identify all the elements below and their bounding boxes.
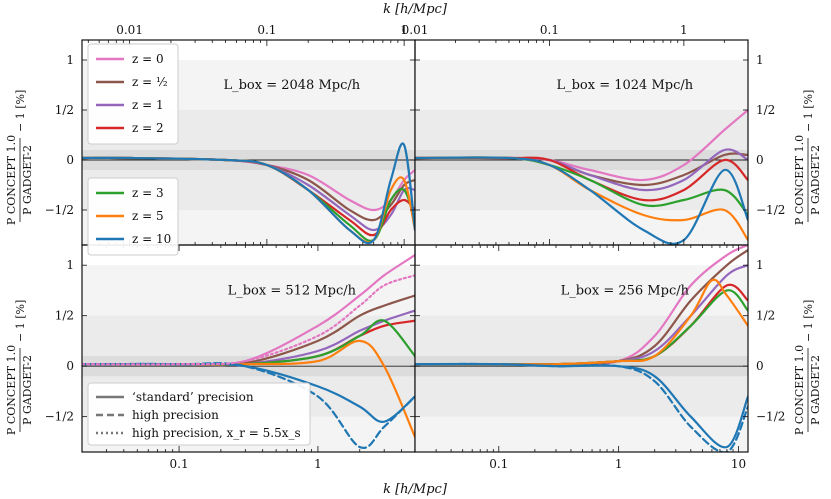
- bottom-axis-label: k [h/Mpc]: [383, 482, 448, 497]
- y-axis-label: P CONCEPT 1.0 P GADGET-2 − 1 [%]: [5, 90, 34, 225]
- panel-frame: [414, 244, 749, 453]
- legend-label-z1: z = 1: [132, 98, 164, 112]
- top-axis-label: k [h/Mpc]: [383, 2, 448, 17]
- box-size-label: L_box = 512 Mpc/h: [228, 284, 357, 299]
- panel-p256: 0.1 1 10 1 1/2 0 −1/2 L_box = 256 Mpc/h: [414, 244, 785, 471]
- legend-label-solid: ‘standard’ precision: [132, 390, 254, 404]
- y-tick-label: 0: [66, 359, 74, 373]
- box-size-label: L_box = 256 Mpc/h: [561, 284, 690, 299]
- series-group: [82, 142, 415, 245]
- x-tick-label: 1: [615, 457, 623, 471]
- y-tick-label: 1: [66, 53, 74, 67]
- legend-label-z5: z = 5: [132, 209, 164, 223]
- series-group: [82, 254, 415, 449]
- series-line-z0-dotted: [82, 274, 415, 366]
- legend-precision: ‘standard’ precision high precision high p…: [87, 382, 311, 446]
- y-tick-label: 1: [756, 258, 764, 272]
- x-tick-label: 0.1: [170, 457, 189, 471]
- panel-p2048: 0.01 0.1 1 1 1/2 0 −1/2 L_box = 2048 Mpc/h: [45, 23, 416, 246]
- y-axis-label: P CONCEPT 1.0 P GADGET-2 − 1 [%]: [5, 300, 34, 435]
- y-tick-label: 0: [756, 359, 764, 373]
- legend-label-z3: z = 3: [132, 186, 164, 200]
- y-axis-label-left-top: P CONCEPT 1.0 P GADGET-2 − 1 [%]: [5, 90, 34, 225]
- y-tick-label: 1: [756, 53, 764, 67]
- x-tick-label: 0.1: [489, 457, 508, 471]
- y-axis-label-right-bottom: P CONCEPT 1.0 P GADGET-2 − 1 [%]: [793, 300, 822, 435]
- y-tick-label: 0: [756, 153, 764, 167]
- y-label-numerator: P CONCEPT 1.0: [5, 345, 18, 435]
- y-tick-label: −1/2: [756, 410, 785, 424]
- x-tick-label: 0.01: [116, 23, 143, 37]
- y-axis-label: P CONCEPT 1.0 P GADGET-2 − 1 [%]: [793, 300, 822, 435]
- y-label-suffix: − 1 [%]: [802, 300, 815, 342]
- x-tick-label: 1: [314, 457, 322, 471]
- series-group: [415, 245, 748, 452]
- y-label-numerator: P CONCEPT 1.0: [793, 345, 806, 435]
- axis-labels: k [h/Mpc] k [h/Mpc]: [383, 2, 448, 497]
- y-label-denominator: P GADGET-2: [21, 145, 34, 215]
- legend-label-z2: z = 2: [132, 121, 164, 135]
- panel-p1024: 0.01 0.1 1 1 1/2 0 −1/2 L_box = 1024 Mpc/h: [402, 23, 785, 246]
- box-size-label: L_box = 1024 Mpc/h: [556, 78, 693, 93]
- box-size-label: L_box = 2048 Mpc/h: [223, 78, 360, 93]
- x-tick-label: 0.1: [540, 23, 559, 37]
- y-tick-label: −1/2: [756, 203, 785, 217]
- series-group: [415, 108, 748, 245]
- y-label-suffix: − 1 [%]: [802, 90, 815, 132]
- legend-label-dotted: high precision, x_r = 5.5x_s: [132, 426, 301, 440]
- panels: 0.01 0.1 111/20−1/2L_box = 2048 Mpc/h0.01 0…: [45, 23, 786, 471]
- series-line-z10-solid: [82, 142, 415, 245]
- series-line-z10-solid: [415, 156, 748, 245]
- y-label-suffix: − 1 [%]: [14, 90, 27, 132]
- y-axis-label-right-top: P CONCEPT 1.0 P GADGET-2 − 1 [%]: [793, 90, 822, 225]
- y-tick-label: 1/2: [55, 103, 74, 117]
- y-tick-label: −1/2: [45, 203, 74, 217]
- y-tick-label: 0: [66, 153, 74, 167]
- y-axis-label: P CONCEPT 1.0 P GADGET-2 − 1 [%]: [793, 90, 822, 225]
- legend-label-z10: z = 10: [132, 232, 171, 246]
- y-tick-label: −1/2: [45, 410, 74, 424]
- y-tick-label: 1/2: [756, 103, 775, 117]
- legend-box: [87, 382, 311, 446]
- y-label-denominator: P GADGET-2: [21, 355, 34, 425]
- y-label-suffix: − 1 [%]: [14, 300, 27, 342]
- y-tick-label: 1: [66, 258, 74, 272]
- x-tick-label: 1: [400, 23, 408, 37]
- legend-box: [87, 43, 179, 145]
- x-tick-label: 0.1: [257, 23, 276, 37]
- y-label-denominator: P GADGET-2: [809, 145, 822, 215]
- legend-label-z0: z = 0: [132, 52, 164, 66]
- legend-label-dashed: high precision: [132, 408, 219, 422]
- legend-label-zhalf: z = ½: [132, 75, 168, 89]
- y-label-numerator: P CONCEPT 1.0: [793, 135, 806, 225]
- legend-box: [87, 177, 179, 256]
- y-label-denominator: P GADGET-2: [809, 355, 822, 425]
- x-tick-label: 1: [680, 23, 688, 37]
- y-label-numerator: P CONCEPT 1.0: [5, 135, 18, 225]
- y-tick-label: 1/2: [55, 309, 74, 323]
- legend-redshift: z = 0 z = ½ z = 1 z = 2 z = 3 z = 5 z = 10: [87, 43, 179, 256]
- y-axis-label-left-bottom: P CONCEPT 1.0 P GADGET-2 − 1 [%]: [5, 300, 34, 435]
- series-line-z10-dashed: [415, 362, 748, 452]
- x-tick-label: 0.01: [402, 23, 429, 37]
- y-tick-label: 1/2: [756, 309, 775, 323]
- x-tick-label: 10: [731, 457, 746, 471]
